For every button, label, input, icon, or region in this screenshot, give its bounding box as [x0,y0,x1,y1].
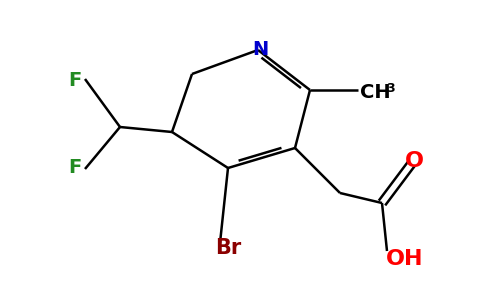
Text: CH: CH [360,82,391,101]
Text: 3: 3 [386,82,394,94]
Text: O: O [405,151,424,171]
Text: OH: OH [386,249,424,269]
Text: Br: Br [215,238,241,258]
Text: F: F [68,71,82,90]
Text: N: N [252,40,268,59]
Text: F: F [68,158,82,177]
